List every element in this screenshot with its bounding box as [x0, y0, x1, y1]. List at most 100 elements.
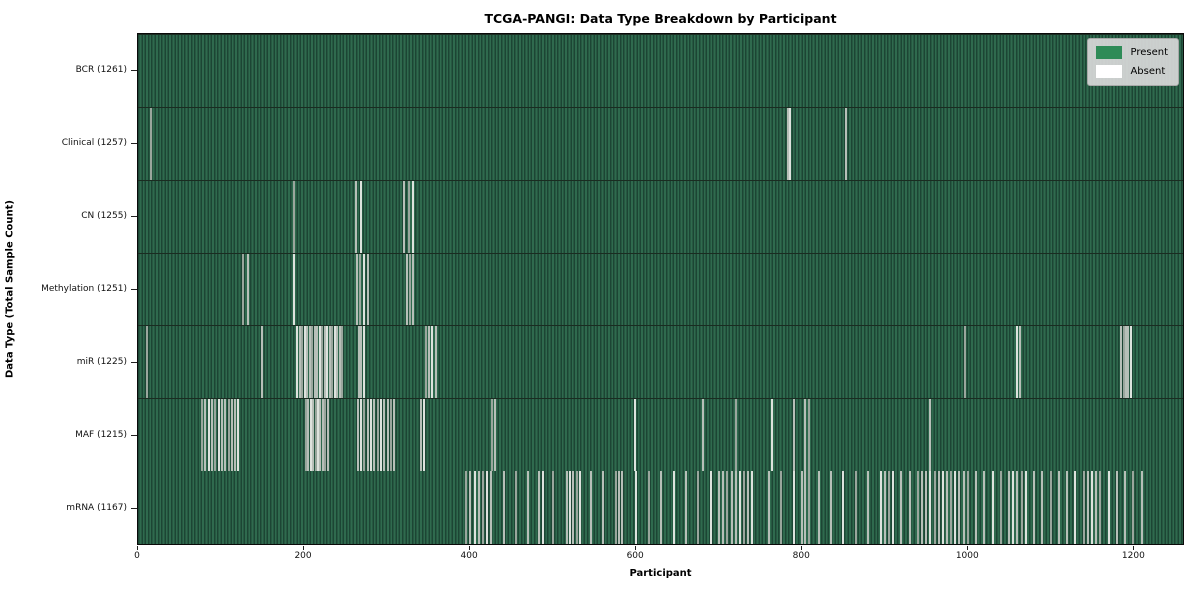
absent-line: [771, 399, 774, 472]
absent-line: [434, 326, 437, 399]
absent-line: [359, 253, 362, 326]
absent-line: [929, 399, 932, 472]
y-tick-label-cn: CN (1255): [81, 210, 127, 221]
absent-line: [298, 326, 301, 399]
absent-line: [734, 399, 737, 472]
absent-line: [311, 326, 314, 399]
absent-line: [319, 399, 322, 472]
absent-line: [296, 326, 299, 399]
absent-line: [403, 180, 406, 253]
absent-line: [541, 471, 544, 544]
absent-line: [292, 180, 295, 253]
x-tick-label-200: 200: [294, 551, 312, 561]
absent-line: [227, 399, 230, 472]
absent-line: [966, 471, 969, 544]
y-tick-mark: [131, 215, 137, 217]
absent-line: [578, 471, 581, 544]
absent-line: [309, 399, 312, 472]
absent-line: [1018, 326, 1021, 399]
legend-item-absent: Absent: [1096, 65, 1168, 78]
absent-line: [237, 399, 240, 472]
absent-line: [331, 326, 334, 399]
absent-swatch: [1096, 65, 1123, 78]
absent-line: [879, 471, 882, 544]
absent-line: [1016, 471, 1019, 544]
absent-line: [465, 471, 468, 544]
absent-line: [964, 326, 967, 399]
y-tick-mark: [131, 69, 137, 71]
legend: Present Absent: [1087, 38, 1179, 86]
present-swatch: [1096, 46, 1123, 59]
y-tick-mark: [131, 362, 137, 364]
absent-line: [1016, 326, 1019, 399]
absent-line: [684, 471, 687, 544]
absent-line: [527, 471, 530, 544]
absent-line: [376, 399, 379, 472]
absent-line: [1115, 471, 1118, 544]
absent-line: [572, 471, 575, 544]
x-tick-label-0: 0: [134, 551, 140, 561]
x-tick-label-400: 400: [460, 551, 478, 561]
absent-line: [386, 399, 389, 472]
legend-label-present: Present: [1130, 46, 1168, 58]
absent-line: [363, 399, 366, 472]
absent-line: [491, 399, 494, 472]
absent-line: [1129, 326, 1132, 399]
absent-line: [565, 471, 568, 544]
absent-line: [316, 326, 319, 399]
absent-line: [328, 326, 331, 399]
absent-line: [431, 326, 434, 399]
absent-line: [469, 471, 472, 544]
absent-line: [204, 399, 207, 472]
absent-line: [842, 471, 845, 544]
absent-line: [1041, 471, 1044, 544]
absent-line: [308, 326, 311, 399]
plot-area: Present Absent: [137, 33, 1184, 545]
absent-line: [950, 471, 953, 544]
absent-line: [800, 471, 803, 544]
absent-line: [747, 471, 750, 544]
absent-line: [1024, 471, 1027, 544]
x-tick-mark: [635, 546, 637, 550]
x-axis-label: Participant: [629, 568, 692, 579]
absent-line: [730, 471, 733, 544]
absent-line: [726, 471, 729, 544]
absent-line: [958, 471, 961, 544]
absent-line: [1140, 471, 1143, 544]
absent-line: [314, 399, 317, 472]
absent-line: [356, 399, 359, 472]
absent-line: [614, 471, 617, 544]
absent-line: [389, 399, 392, 472]
x-tick-label-1200: 1200: [1121, 551, 1145, 561]
absent-line: [424, 326, 427, 399]
absent-line: [419, 399, 422, 472]
absent-line: [634, 399, 637, 472]
y-tick-label-mir: miR (1225): [76, 357, 127, 368]
x-tick-mark: [303, 546, 305, 550]
absent-line: [568, 471, 571, 544]
absent-line: [867, 471, 870, 544]
absent-line: [962, 471, 965, 544]
absent-line: [807, 399, 810, 472]
absent-line: [1020, 471, 1023, 544]
absent-line: [1008, 471, 1011, 544]
absent-line: [336, 326, 339, 399]
absent-line: [937, 471, 940, 544]
absent-line: [892, 471, 895, 544]
absent-line: [313, 326, 316, 399]
absent-line: [412, 253, 415, 326]
absent-line: [804, 399, 807, 472]
x-tick-mark: [967, 546, 969, 550]
absent-line: [1099, 471, 1102, 544]
absent-line: [412, 180, 415, 253]
row-maf: [138, 398, 1183, 472]
absent-line: [672, 471, 675, 544]
y-tick-label-bcr: BCR (1261): [75, 64, 127, 75]
absent-line: [1091, 471, 1093, 544]
x-tick-mark: [137, 546, 138, 550]
absent-line: [214, 399, 217, 472]
absent-line: [983, 471, 986, 544]
absent-line: [341, 326, 344, 399]
absent-line: [306, 326, 309, 399]
absent-line: [362, 253, 365, 326]
